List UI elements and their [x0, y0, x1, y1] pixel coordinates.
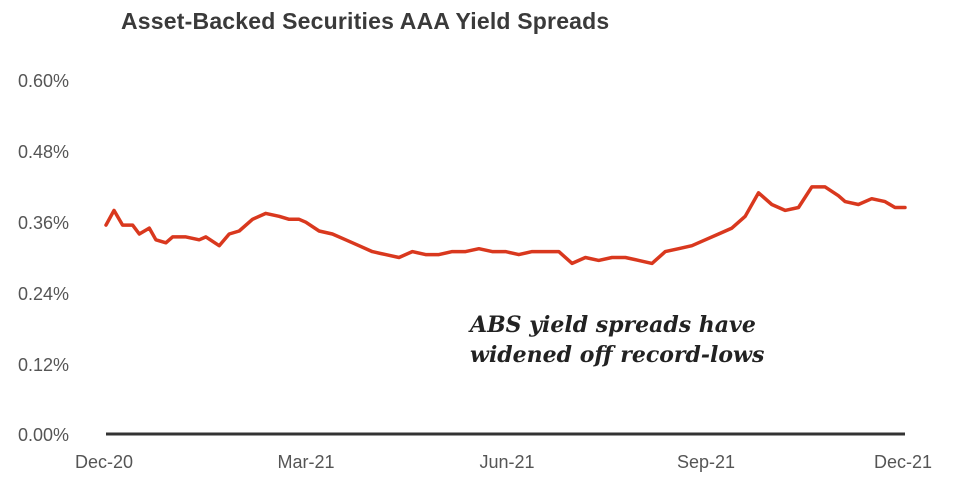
- chart-annotation: ABS yield spreads have widened off recor…: [470, 310, 764, 370]
- x-tick-label: Mar-21: [277, 452, 335, 472]
- chart-title: Asset-Backed Securities AAA Yield Spread…: [121, 8, 610, 34]
- x-tick-label: Dec-20: [74, 452, 134, 472]
- y-tick-label: 0.00%: [18, 425, 70, 445]
- annotation-line-1: ABS yield spreads have: [470, 312, 756, 338]
- y-tick-label: 0.24%: [18, 284, 70, 304]
- y-tick-label: 0.12%: [18, 355, 70, 375]
- y-tick-label: 0.48%: [18, 142, 70, 162]
- y-tick-label: 0.36%: [18, 213, 70, 233]
- abs-yield-spread-line: [104, 185, 907, 266]
- x-tick-label: Dec-21: [873, 452, 933, 472]
- x-tick-label: Jun-21: [479, 452, 535, 472]
- x-tick-label: Sep-21: [676, 452, 736, 472]
- y-tick-label: 0.60%: [18, 71, 70, 91]
- annotation-line-2: widened off record-lows: [470, 342, 765, 368]
